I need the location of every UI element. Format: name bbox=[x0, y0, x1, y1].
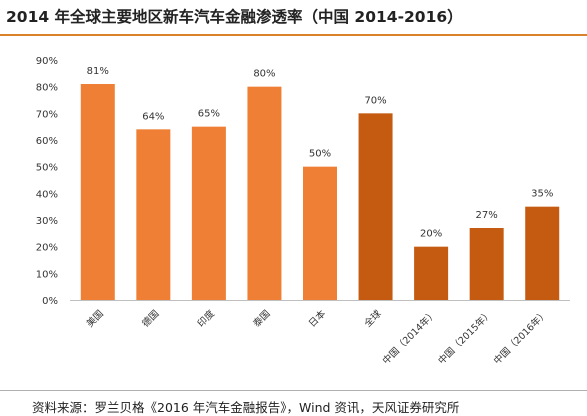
bar bbox=[469, 228, 504, 300]
y-tick-label: 70% bbox=[36, 109, 58, 120]
y-tick-label: 10% bbox=[36, 269, 58, 280]
bar-chart: 0% 10% 20% 30% 40% 50% 60% 70% 80% 90% 81% 美国 64% 德国 6… bbox=[36, 56, 570, 367]
x-tick-label: 泰国 bbox=[251, 308, 273, 330]
data-label: 65% bbox=[198, 109, 220, 120]
x-tick-label: 印度 bbox=[195, 307, 217, 329]
bar bbox=[525, 206, 560, 300]
data-label: 70% bbox=[364, 95, 386, 106]
y-tick-label: 30% bbox=[36, 216, 58, 227]
data-label: 81% bbox=[87, 66, 109, 77]
bar bbox=[136, 129, 171, 300]
bar bbox=[80, 84, 115, 300]
source-rule bbox=[0, 390, 587, 391]
bar bbox=[191, 126, 226, 301]
y-tick-label: 20% bbox=[36, 243, 58, 254]
bar bbox=[303, 166, 337, 300]
x-tick-label: 日本 bbox=[306, 307, 328, 329]
chart-title: 2014 年全球主要地区新车汽车金融渗透率（中国 2014-2016） bbox=[6, 8, 463, 26]
data-label: 50% bbox=[309, 149, 331, 160]
source-note: 资料来源：罗兰贝格《2016 年汽车金融报告》，Wind 资讯，天风证券研究所 bbox=[32, 400, 460, 415]
x-tick-label: 德国 bbox=[140, 308, 162, 330]
y-tick-label: 40% bbox=[36, 189, 58, 200]
data-label: 20% bbox=[420, 229, 442, 240]
x-tick-label: 全球 bbox=[362, 307, 384, 329]
data-label: 27% bbox=[476, 210, 498, 221]
bar bbox=[247, 86, 282, 300]
title-rule bbox=[0, 34, 587, 36]
x-tick-label: 中国（2015年） bbox=[436, 308, 495, 367]
y-tick-label: 90% bbox=[36, 56, 58, 67]
data-label: 64% bbox=[142, 111, 164, 122]
y-tick-label: 80% bbox=[36, 83, 58, 94]
x-tick-label: 中国（2016年） bbox=[491, 308, 550, 367]
y-tick-label: 50% bbox=[36, 163, 58, 174]
bar bbox=[358, 113, 393, 300]
y-tick-label: 0% bbox=[42, 296, 58, 307]
x-tick-label: 美国 bbox=[84, 308, 106, 330]
x-tick-label: 中国（2014年） bbox=[380, 308, 439, 367]
y-tick-label: 60% bbox=[36, 136, 58, 147]
bar bbox=[414, 246, 449, 300]
data-label: 80% bbox=[253, 69, 275, 80]
data-label: 35% bbox=[531, 189, 553, 200]
